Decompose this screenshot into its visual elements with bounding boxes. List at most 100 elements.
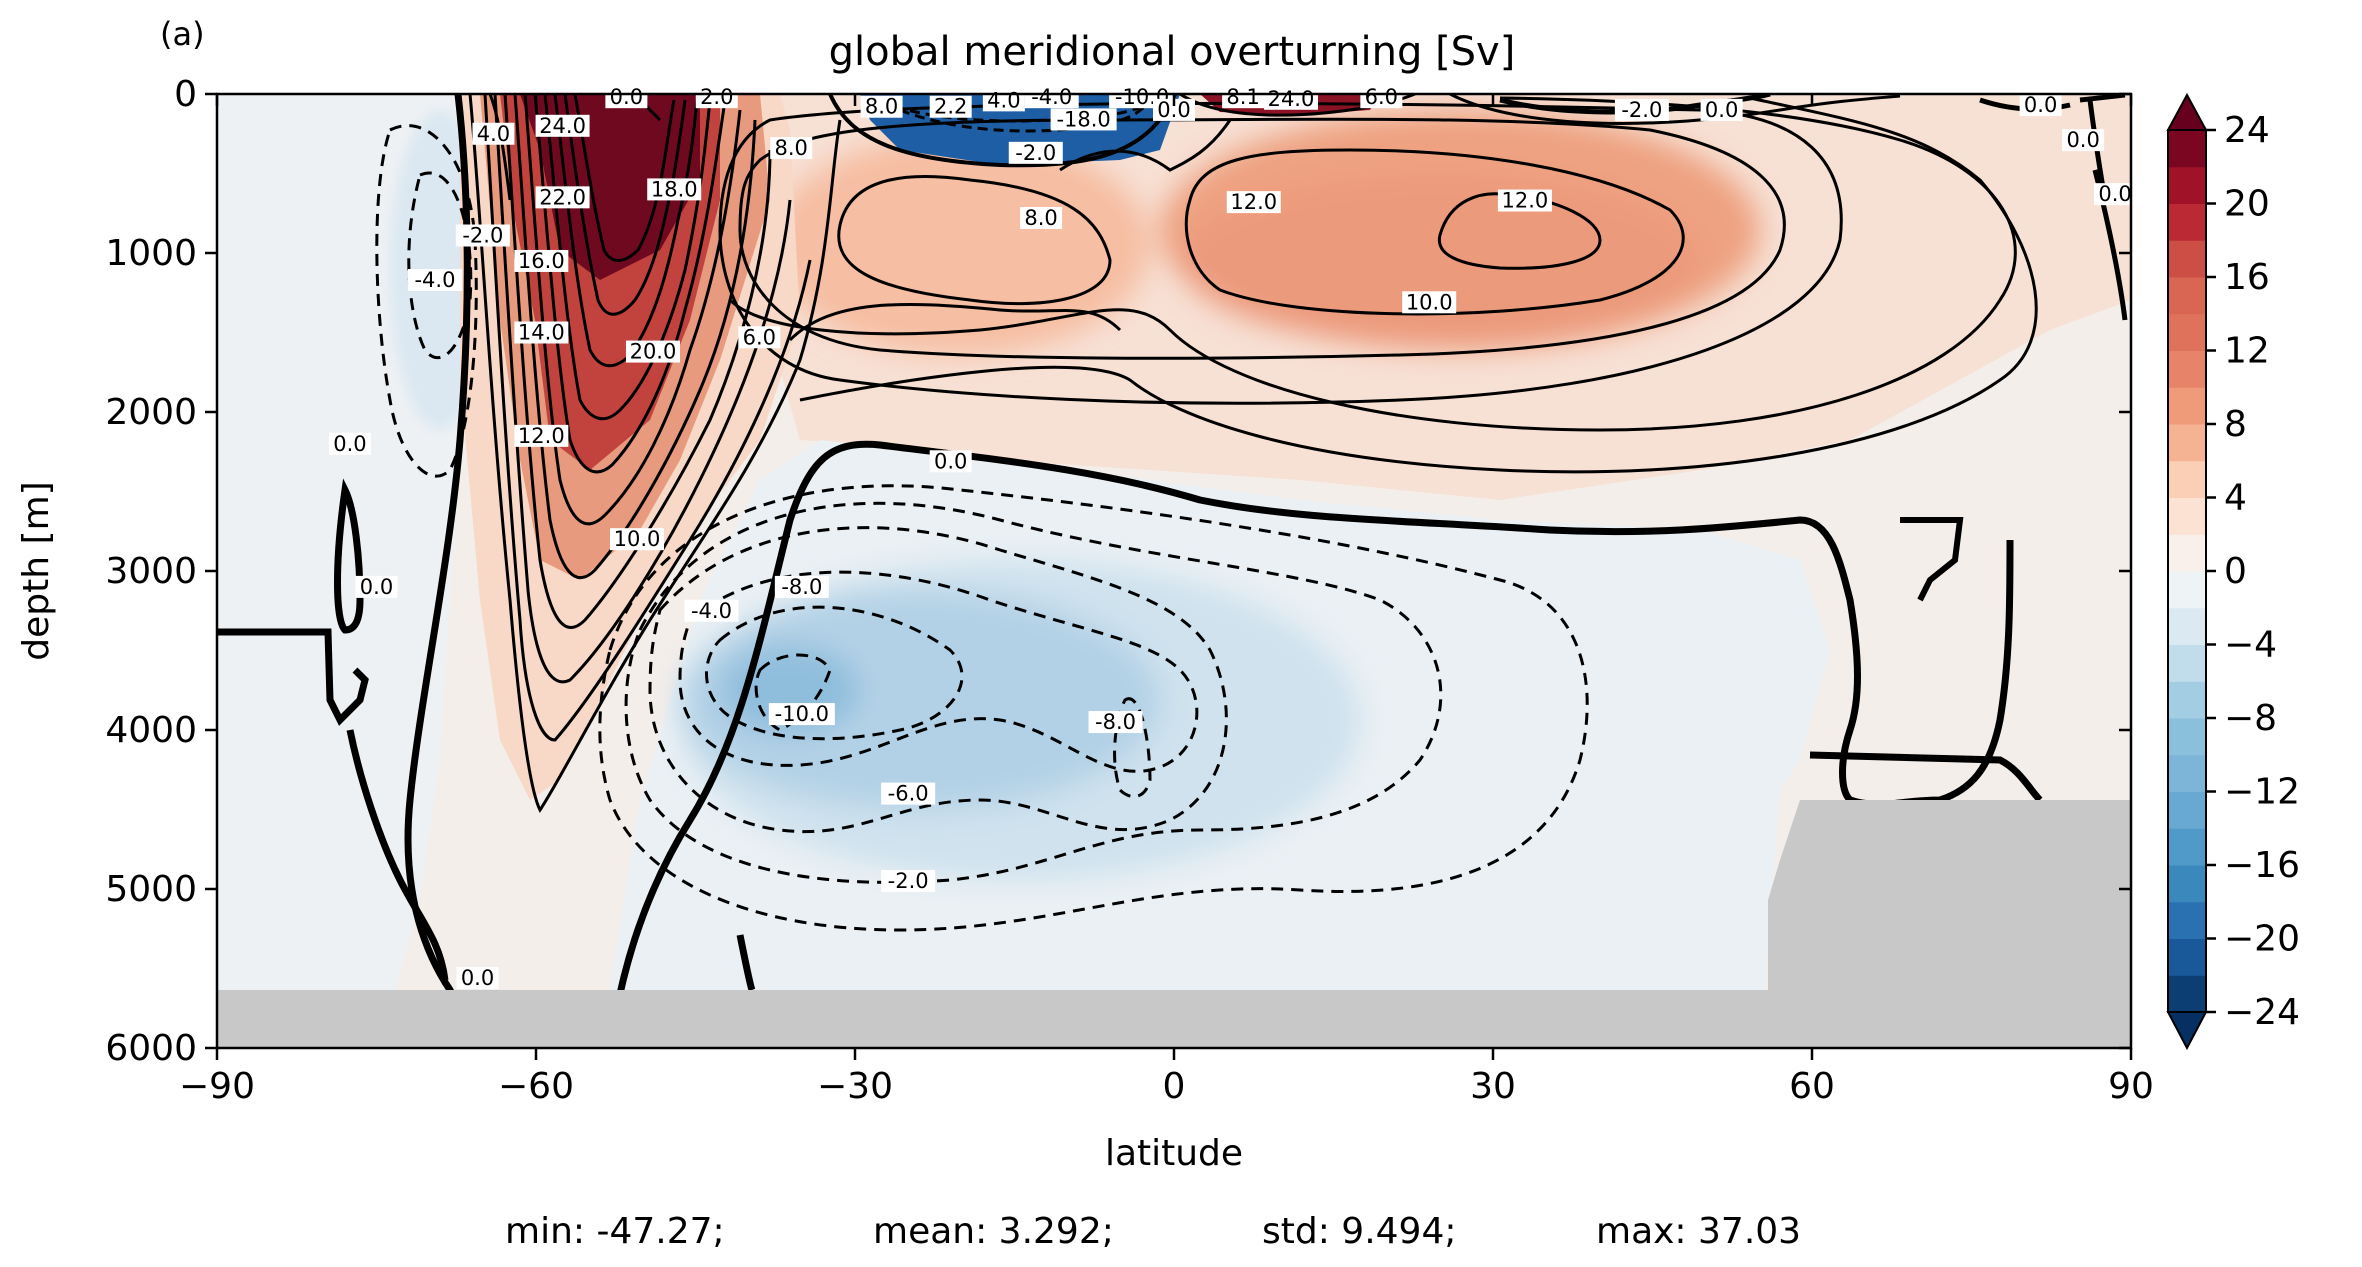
colorbar-band	[2168, 865, 2206, 903]
contour-surface	[828, 94, 1177, 168]
contour-label: 0.0	[1705, 98, 1738, 122]
north-cell-mid	[1180, 175, 1700, 345]
y-axis: 0 1000 2000 3000 4000 5000 6000	[105, 74, 2131, 1069]
contour-label-bg	[1222, 86, 1265, 109]
contour-label: 10.0	[1406, 290, 1453, 314]
contour-southern-cell	[493, 94, 792, 684]
stat-min: min: -47.27;	[505, 1211, 725, 1252]
x-axis-label: latitude	[1105, 1133, 1243, 1174]
colorbar-band	[2168, 424, 2206, 462]
colorbar-band	[2168, 277, 2206, 315]
contour-label: 8.0	[865, 95, 898, 119]
contour-surface	[1059, 119, 1232, 172]
colorbar-band	[2168, 938, 2206, 976]
contour-label: 22.0	[539, 185, 586, 209]
zero-contour	[404, 94, 471, 1037]
x-tick-label: −90	[179, 1066, 255, 1107]
contour-label: 16.0	[518, 249, 565, 273]
stat-max: max: 37.03	[1596, 1211, 1801, 1252]
contour-label: -10.0	[775, 702, 829, 726]
y-axis-label: depth [m]	[16, 481, 57, 660]
colorbar-extend-min	[2166, 1011, 2208, 1051]
contour-label-bg	[407, 269, 462, 292]
contour-label: 0.0	[610, 85, 643, 109]
contour-label: 10.0	[614, 527, 661, 551]
contour-label-bg	[647, 178, 702, 201]
contour-label-bg	[1614, 98, 1669, 121]
colorbar-tick-label: −20	[2224, 919, 2300, 960]
contour-label: 8.0	[774, 136, 807, 160]
colorbar-tick-label: 4	[2224, 478, 2247, 519]
zero-contour	[346, 729, 449, 981]
contour-label-bg	[1008, 141, 1063, 164]
colorbar-tick-label: −8	[2224, 698, 2277, 739]
contour-label: -4.0	[1031, 85, 1072, 109]
x-tick-label: 60	[1789, 1066, 1835, 1107]
contour-label-bg	[328, 432, 371, 455]
contour-label: 24.0	[1268, 87, 1315, 111]
contour-label-bg	[2019, 94, 2062, 117]
colorbar-band	[2168, 497, 2206, 535]
colorbar-band	[2168, 313, 2206, 351]
colorbar-tick-label: 20	[2224, 184, 2270, 225]
contour-label-bg	[1088, 711, 1143, 734]
colorbar-band	[2168, 754, 2206, 792]
contour-positive	[738, 117, 1786, 360]
contour-label: 0.0	[333, 432, 366, 456]
contour-lines	[217, 94, 2128, 1048]
contour-label-bg	[929, 450, 972, 473]
contour-label-bg	[1050, 108, 1117, 131]
contour-label-bg	[1700, 98, 1743, 121]
contour-southern-cell	[533, 94, 727, 474]
contour-label-bg	[355, 575, 398, 598]
zero-contour	[1809, 751, 2043, 803]
x-tick-label: 30	[1470, 1066, 1516, 1107]
y-tick-label: 1000	[105, 233, 197, 274]
contour-label: 4.0	[477, 122, 510, 146]
contour-label-bg	[684, 599, 739, 622]
contour-surface	[1179, 94, 1416, 117]
contour-label: 18.0	[651, 177, 698, 201]
zero-contour	[736, 934, 756, 992]
x-tick-label: −30	[817, 1066, 893, 1107]
contour-label-bg	[738, 326, 781, 349]
colorbar-band	[2168, 828, 2206, 866]
contour-negative-dashed	[754, 653, 832, 732]
colorbar-tick-label: −12	[2224, 772, 2300, 813]
colorbar-band	[2168, 534, 2206, 572]
contour-label-bg	[1020, 207, 1063, 230]
contour-label: 6.0	[1365, 85, 1398, 109]
contour-negative-dashed	[624, 501, 1443, 884]
contour-label: 8.1	[1226, 85, 1259, 109]
stats-line: min: -47.27; mean: 3.292; std: 9.494; ma…	[505, 1211, 1801, 1252]
colorbar-band	[2168, 644, 2206, 682]
contour-label: -2.0	[1015, 141, 1056, 165]
contour-label: 6.0	[743, 325, 776, 349]
colorbar-band	[2168, 130, 2206, 168]
colorbar-tick-label: −4	[2224, 625, 2277, 666]
colorbar-band	[2168, 460, 2206, 498]
contour-label: 12.0	[1230, 190, 1277, 214]
contour-label: 2.2	[934, 95, 967, 119]
colorbar-band	[2168, 718, 2206, 756]
colorbar-tick-label: 16	[2224, 257, 2270, 298]
contour-negative-dashed	[648, 526, 1228, 834]
contour-label-bg	[1402, 291, 1457, 314]
contour-label: 12.0	[518, 424, 565, 448]
colorbar-band	[2168, 791, 2206, 829]
contour-label: 0.0	[360, 575, 393, 599]
contour-label: -18.0	[1056, 107, 1110, 131]
contour-label: -4.0	[414, 268, 455, 292]
colorbar-band	[2168, 203, 2206, 241]
contour-negative-dashed	[705, 605, 964, 741]
contour-label: 0.0	[934, 449, 967, 473]
contour-label-bg	[605, 86, 648, 109]
colorbar-band	[2168, 166, 2206, 204]
contour-southern-cell	[573, 94, 676, 262]
colorbar-band	[2168, 681, 2206, 719]
contour-label: -8.0	[781, 575, 822, 599]
contour-label-bg	[2094, 183, 2137, 206]
contour-label-bg	[472, 122, 515, 145]
contour-label-bg	[535, 186, 590, 209]
